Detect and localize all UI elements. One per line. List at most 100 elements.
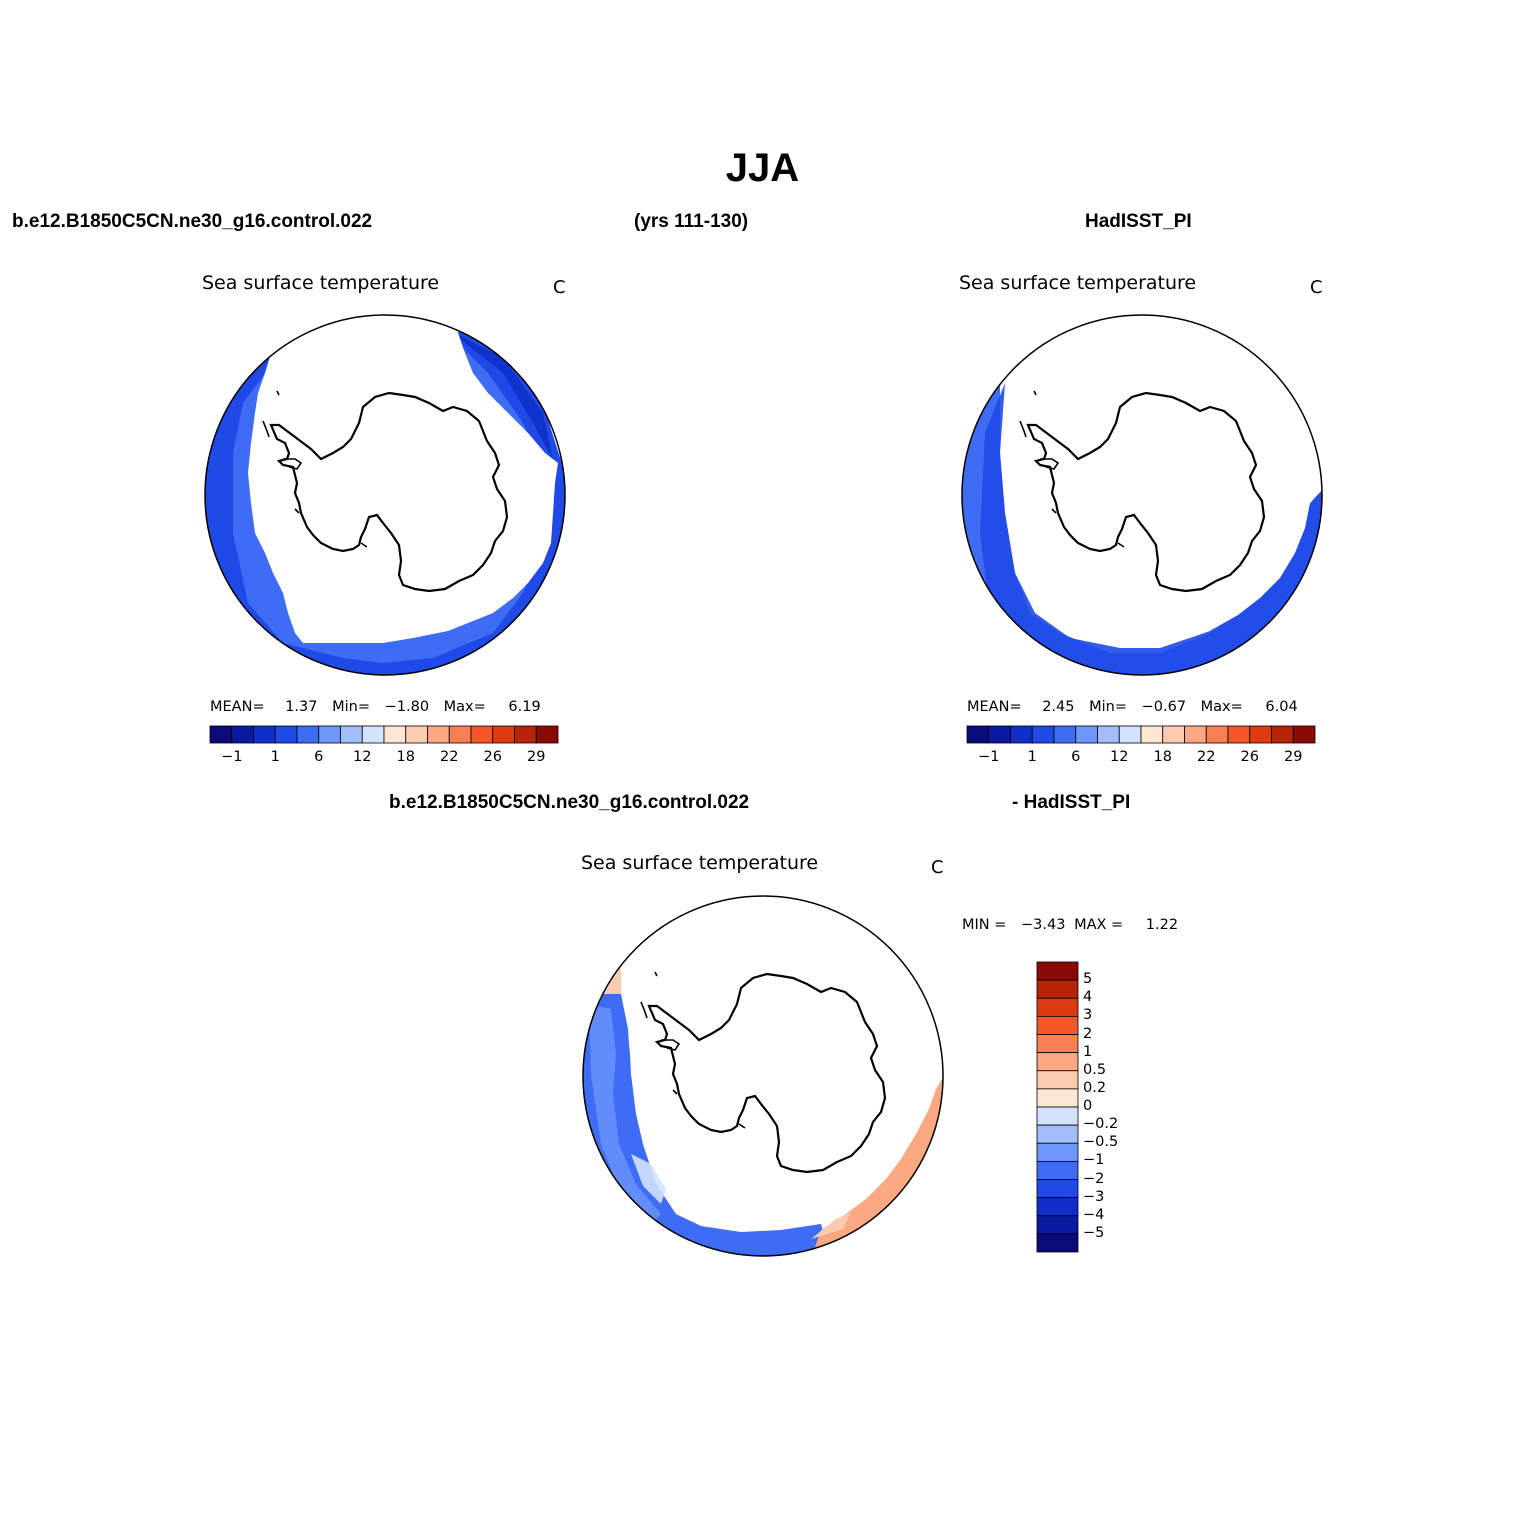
model-panel-title: Sea surface temperature [202,272,440,294]
colorbar-swatch [361,725,385,744]
model-max-value: 6.19 [508,699,541,715]
colorbar-swatch [209,725,233,744]
map-boundary [582,895,944,1257]
colorbar-swatch [1036,1106,1079,1126]
colorbar-swatch [1205,725,1229,744]
obs-panel-title: Sea surface temperature [959,272,1197,294]
antarctica-coastline [1026,391,1266,593]
sea-ice-mask [1010,315,1322,645]
colorbar-tick-label: −4 [1083,1206,1105,1223]
colorbar-swatch [535,725,559,744]
colorbar-tick-label: 0 [1083,1098,1093,1114]
colorbar-swatch [1162,725,1185,744]
colorbar-swatch [988,725,1011,744]
colorbar-tick-label: 6 [1071,749,1081,765]
colorbar-tick-label: 4 [1083,989,1093,1006]
colorbar-swatch [427,725,450,744]
colorbar-swatch [1010,725,1033,744]
sea-ice-mask [625,896,943,1226]
diff-panel-units: C [931,857,944,878]
colorbar-tick-label: 26 [1240,749,1259,765]
colorbar-swatch [1036,1160,1079,1180]
colorbar-swatch [231,725,254,744]
colorbar-tick-label: 6 [314,749,324,765]
colorbar-swatch [1036,1070,1079,1090]
obs-name-header: HadISST_PI [1085,211,1192,232]
colorbar-swatch [448,725,472,744]
colorbar-swatch [274,725,298,744]
colorbar-swatch [340,725,363,744]
model-colorbar [209,725,559,744]
diff-max-value: 1.22 [1145,917,1179,933]
colorbar-swatch [1031,725,1055,744]
obs-min-label: Min= [1089,699,1127,715]
colorbar-tick-label: −3 [1083,1188,1105,1205]
colorbar-tick-label: 22 [1197,749,1216,765]
obs-min-value: −0.67 [1141,699,1187,715]
antarctica-coastline [269,391,509,593]
diff-panel-title: Sea surface temperature [581,852,819,874]
colorbar-tick-label: −1 [1083,1152,1105,1169]
diff-min-value: −3.43 [1021,917,1066,933]
obs-sst-map [961,314,1323,676]
colorbar-tick-label: 29 [527,749,546,765]
colorbar-tick-label: 1 [1083,1043,1093,1060]
colorbar-tick-label: 22 [440,749,459,765]
colorbar-swatch [1036,1052,1079,1072]
obs-max-label: Max= [1200,699,1243,715]
model-max-label: Max= [443,699,486,715]
diff-sst-map [582,895,944,1257]
colorbar-tick-label: 12 [353,749,372,765]
map-boundary [961,314,1323,676]
colorbar-tick-label: 18 [1153,749,1172,765]
colorbar-swatch [492,725,515,744]
colorbar-tick-label: 18 [396,749,415,765]
obs-mean-label: MEAN= [967,699,1022,715]
colorbar-swatch [318,725,341,744]
diff-obs-header: - HadISST_PI [1012,792,1131,813]
colorbar-swatch [470,725,494,744]
weddell-sea-islands [262,390,368,548]
colorbar-swatch [514,725,537,744]
colorbar-swatch [1036,961,1079,981]
diff-case-header: b.e12.B1850C5CN.ne30_g16.control.022 [389,792,750,813]
colorbar-tick-label: 5 [1083,971,1093,988]
colorbar-swatch [1036,1179,1079,1199]
antarctica-coastline [647,972,887,1174]
colorbar-swatch [1036,1215,1079,1235]
diff-near-zero [631,1154,666,1204]
colorbar-swatch [1184,725,1207,744]
sea-ice-mask [248,315,558,643]
colorbar-swatch [966,725,990,744]
colorbar-swatch [1053,725,1077,744]
colorbar-swatch [1075,725,1098,744]
colorbar-tick-label: 1 [1027,749,1037,765]
colorbar-swatch [405,725,428,744]
model-min-label: Min= [332,699,370,715]
model-stats: MEAN= 1.37 Min= −1.80 Max= 6.19 [210,699,541,715]
colorbar-tick-label: −1 [978,749,1000,765]
colorbar-swatch [1036,997,1079,1017]
colorbar-swatch [1036,1088,1079,1108]
colorbar-swatch [296,725,320,744]
colorbar-swatch [1036,1197,1079,1217]
diff-weak-positive [811,1212,851,1239]
colorbar-tick-label: 1 [270,749,280,765]
colorbar-swatch [1036,979,1079,999]
colorbar-tick-label: 0.5 [1083,1061,1107,1078]
obs-panel-units: C [1310,277,1323,298]
model-mean-label: MEAN= [210,699,265,715]
model-mean-value: 1.37 [285,699,318,715]
colorbar-swatch [1140,725,1164,744]
figure-title: JJA [725,146,800,190]
colorbar-tick-label: −0.2 [1083,1116,1119,1133]
map-boundary [204,314,566,676]
colorbar-tick-label: 2 [1083,1025,1093,1042]
diff-max-label: MAX = [1074,917,1124,933]
diff-positive-patch-nw [593,954,621,994]
case-name-header: b.e12.B1850C5CN.ne30_g16.control.022 [12,211,373,232]
diff-min-label: MIN = [962,917,1007,933]
colorbar-swatch [1292,725,1316,744]
obs-mean-value: 2.45 [1042,699,1075,715]
colorbar-tick-label: 3 [1083,1007,1093,1024]
